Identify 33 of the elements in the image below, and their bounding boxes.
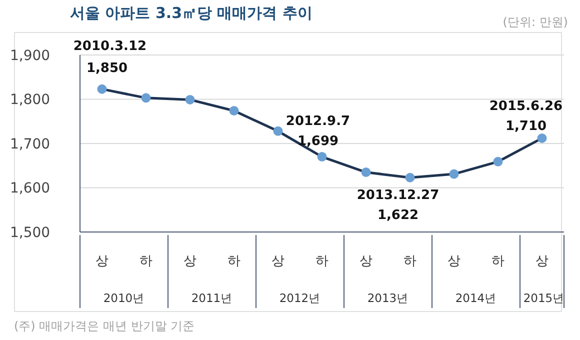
- chart-subtitle: (단위: 만원): [502, 14, 568, 31]
- x-tick-label: 상: [536, 254, 548, 270]
- y-tick-label: 1,800: [10, 92, 50, 108]
- text: 2015년: [523, 291, 565, 305]
- x-tick-label: 하: [228, 254, 240, 270]
- annotation: 2015.6.26: [489, 99, 563, 114]
- annotation: 1,710: [505, 119, 547, 134]
- annotation: 1,622: [377, 208, 419, 223]
- text: (주) 매매가격은 매년 반기말 기준: [14, 319, 195, 333]
- annotation: 1,850: [86, 61, 128, 76]
- y-tick-label: 1,700: [10, 136, 50, 152]
- x-tick-label: 하: [140, 254, 152, 270]
- y-tick-label: 1,900: [10, 48, 50, 64]
- annotation: 2013.12.27: [356, 188, 440, 203]
- x-tick-label: 상: [184, 254, 196, 270]
- annotation: 1,699: [297, 134, 339, 149]
- y-tick-label: 1,500: [10, 224, 50, 241]
- text: 2011년: [191, 291, 233, 305]
- chart-title: 서울 아파트 3.3㎡당 매매가격 추이: [70, 4, 312, 23]
- text: 2012년: [279, 291, 321, 305]
- x-tick-label: 하: [404, 254, 416, 270]
- annotation: 2012.9.7: [286, 114, 350, 129]
- text: 2010년: [103, 291, 145, 305]
- text: 2014년: [455, 291, 497, 305]
- x-tick-label: 상: [448, 254, 460, 270]
- x-tick-label: 하: [316, 254, 328, 270]
- x-tick-label: 상: [96, 254, 108, 270]
- text: 2013년: [367, 291, 409, 305]
- x-tick-label: 상: [272, 254, 284, 270]
- text: 2010.3.12: [73, 39, 147, 54]
- x-tick-label: 상: [360, 254, 372, 270]
- x-tick-label: 하: [492, 254, 504, 270]
- y-tick-label: 1,600: [10, 180, 50, 197]
